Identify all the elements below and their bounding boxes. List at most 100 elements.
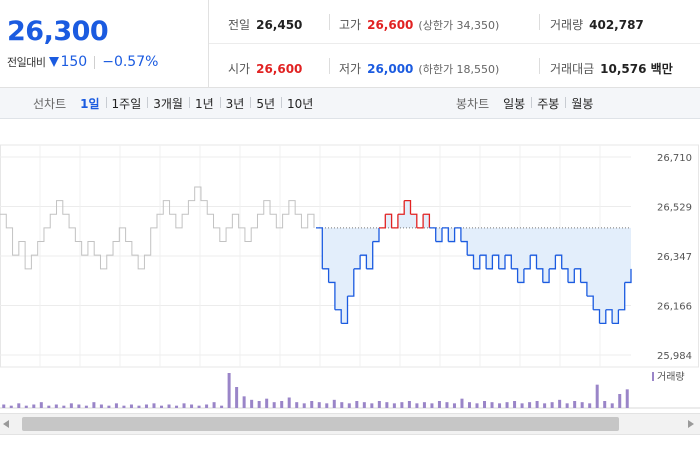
series-line-today-segment <box>574 268 582 283</box>
series-line-today-segment <box>322 268 330 283</box>
current-price-box: 26,300 전일대비 150 −0.57% <box>0 0 209 88</box>
volume-bar <box>129 404 133 408</box>
tab-1year[interactable]: 1년 <box>188 95 220 112</box>
volume-bar <box>558 399 562 408</box>
series-line-today-segment <box>618 282 626 311</box>
volume-bar <box>47 405 51 408</box>
stat-label: 시가 <box>228 62 251 76</box>
volume-bar <box>227 373 231 408</box>
series-line-today-segment <box>328 281 336 310</box>
volume-bar <box>595 384 599 408</box>
series-line-today-segment <box>372 227 380 243</box>
stat-divider <box>539 14 540 30</box>
series-line-today-segment <box>586 295 594 310</box>
series-line-today-segment <box>505 254 512 269</box>
volume-bar <box>437 401 441 408</box>
volume-bar <box>377 401 381 408</box>
tab-weekly-candle[interactable]: 주봉 <box>531 95 565 112</box>
tab-1day[interactable]: 1일 <box>80 97 100 111</box>
volume-bar <box>565 403 569 408</box>
y-tick-label: 26,347 <box>657 252 692 263</box>
volume-legend-label: 거래량 <box>657 371 685 383</box>
volume-bar <box>618 394 622 408</box>
change-label: 전일대비 <box>7 56 46 69</box>
series-line-today-segment <box>404 199 412 215</box>
stat-open: 시가 26,600 <box>228 60 302 76</box>
stat-prev-close: 전일 26,450 <box>228 16 302 32</box>
volume-bar <box>77 404 81 408</box>
volume-bar <box>392 403 396 408</box>
series-line-today-segment <box>612 309 620 325</box>
stat-value: 26,600 <box>256 62 303 76</box>
stat-grid: 전일 26,450 고가 26,600 (상한가 34,350) 거래량 402… <box>209 0 700 88</box>
tab-monthly-candle[interactable]: 월봉 <box>565 95 599 112</box>
current-price: 26,300 <box>7 16 109 47</box>
stat-sub: (상한가 34,350) <box>418 19 500 32</box>
volume-bar <box>160 405 164 408</box>
scroll-left-arrow-icon[interactable] <box>3 420 9 428</box>
scroll-thumb[interactable] <box>22 417 619 431</box>
volume-bar <box>205 404 209 408</box>
volume-bar <box>467 402 471 408</box>
tab-daily-candle[interactable]: 일봉 <box>503 97 526 111</box>
stat-value: 10,576 백만 <box>600 62 673 76</box>
series-line-today-segment <box>568 268 575 284</box>
tab-3month[interactable]: 3개월 <box>147 95 189 112</box>
volume-bar <box>92 402 96 408</box>
volume-bar <box>9 405 13 408</box>
volume-bar <box>325 403 329 408</box>
stat-low: 저가 26,000 (하한가 18,550) <box>339 60 499 76</box>
tab-10year[interactable]: 10년 <box>281 95 319 112</box>
volume-bar <box>114 403 118 408</box>
volume-bar <box>257 401 261 408</box>
change-divider <box>94 55 96 69</box>
series-line-today-segment <box>530 254 538 269</box>
stat-label: 전일 <box>228 18 251 32</box>
series-line-today-segment <box>379 214 386 229</box>
stat-label: 거래대금 <box>550 62 595 76</box>
series-line-today-segment <box>460 240 468 256</box>
volume-bar <box>332 399 336 408</box>
series-line-today-segment <box>360 254 368 269</box>
volume-bar <box>250 399 254 408</box>
volume-bar <box>490 402 494 408</box>
change-amount: 150 <box>60 54 88 70</box>
series-line-today-segment <box>391 214 399 229</box>
tab-1week[interactable]: 1주일 <box>105 95 148 112</box>
volume-bar <box>400 402 404 408</box>
price-summary: 26,300 전일대비 150 −0.57% 전일 26,450 고가 26,6… <box>0 0 700 88</box>
volume-bar <box>347 403 351 408</box>
series-line-today-segment <box>511 268 519 283</box>
volume-bar <box>535 401 539 408</box>
volume-bar <box>475 403 479 408</box>
series-line-today-segment <box>599 309 607 325</box>
chart-scrollbar[interactable] <box>0 413 700 435</box>
series-line-previous-day <box>0 186 315 270</box>
volume-bar <box>588 403 592 408</box>
volume-bar <box>32 404 36 408</box>
series-line-today-segment <box>492 254 500 269</box>
volume-bar <box>422 402 426 408</box>
series-line-today-segment <box>467 254 475 269</box>
y-tick-label: 25,984 <box>657 351 692 362</box>
chart-period-tabs: 선차트 1일 1주일 3개월 1년 3년 5년 10년 봉차트 일봉 주봉 월봉 <box>0 88 700 119</box>
volume-legend-swatch <box>652 372 654 381</box>
volume-bar <box>603 401 607 408</box>
volume-bar <box>317 402 321 408</box>
series-line-today-segment <box>605 309 613 324</box>
volume-bar <box>430 403 434 408</box>
series-line-today-segment <box>385 213 393 228</box>
tab-3year[interactable]: 3년 <box>219 95 251 112</box>
volume-bar <box>520 403 524 408</box>
stat-row-bottom: 시가 26,600 저가 26,000 (하한가 18,550) 거래대금 10… <box>209 44 700 88</box>
tab-5year[interactable]: 5년 <box>250 95 281 112</box>
scroll-right-arrow-icon[interactable] <box>688 420 694 428</box>
series-line-today-segment <box>347 268 355 297</box>
series-line-today-segment <box>416 214 424 229</box>
volume-bar <box>2 404 6 408</box>
volume-bar <box>62 405 66 408</box>
volume-bar <box>573 401 577 408</box>
volume-bar <box>84 405 88 408</box>
volume-bar <box>355 401 359 408</box>
stat-divider <box>539 58 540 74</box>
